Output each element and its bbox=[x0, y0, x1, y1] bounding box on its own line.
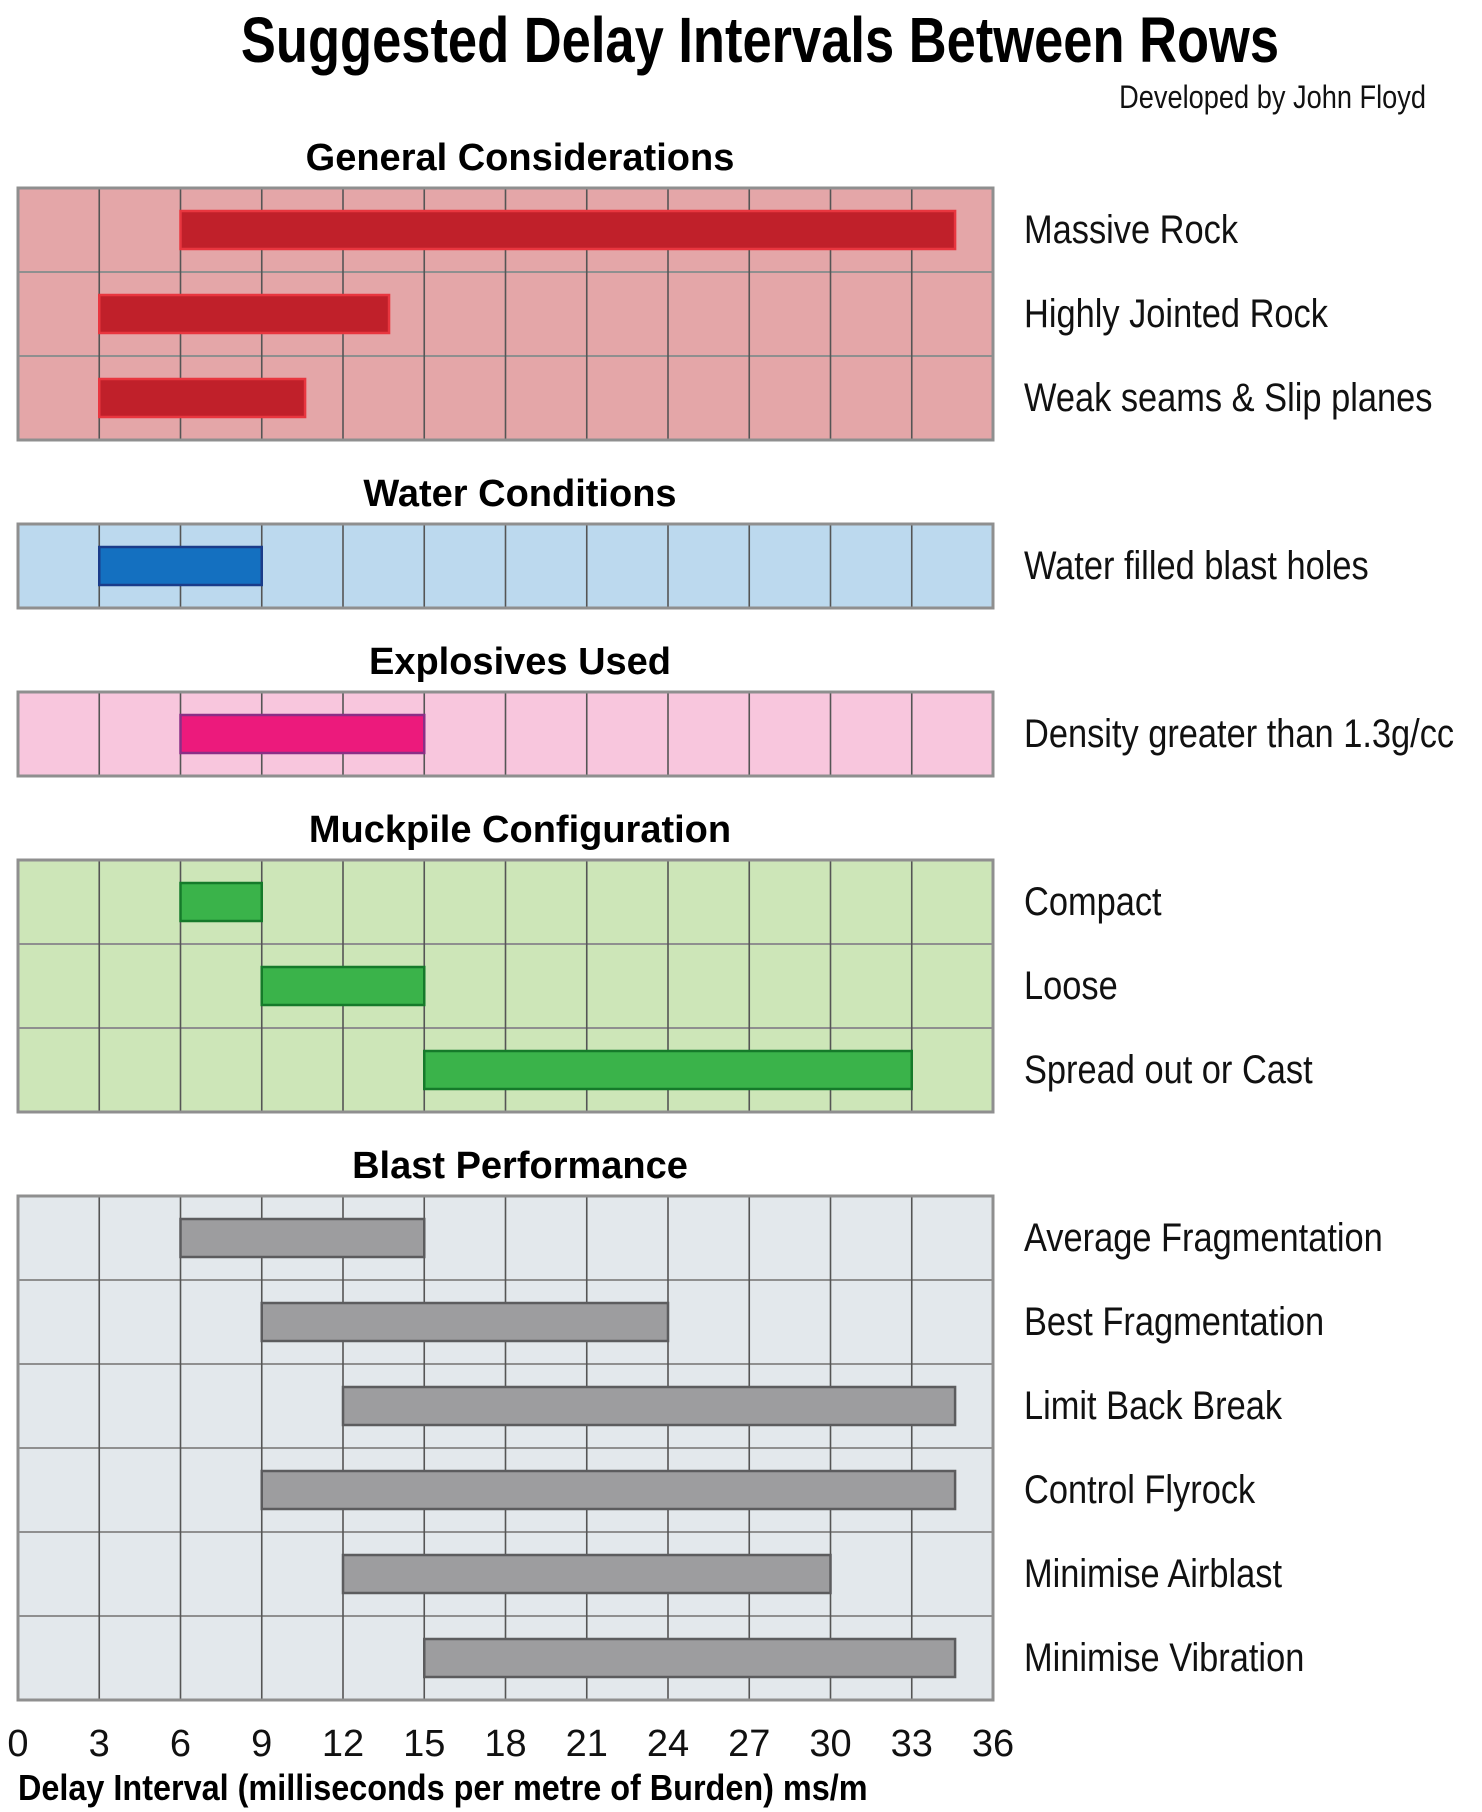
panel-2: Explosives Used Density greater than 1.3g… bbox=[16, 641, 1454, 778]
panel-title: Explosives Used bbox=[369, 641, 671, 683]
bar bbox=[260, 1301, 670, 1343]
x-tick-label: 0 bbox=[7, 1723, 28, 1765]
chart-title: Suggested Delay Intervals Between Rows bbox=[241, 5, 1279, 76]
x-tick-label: 36 bbox=[972, 1723, 1014, 1765]
row-label: Minimise Vibration bbox=[1024, 1635, 1304, 1680]
bar bbox=[341, 1385, 957, 1427]
row-label: Minimise Airblast bbox=[1024, 1551, 1283, 1596]
panel-1: Water Conditions Water filled blast holes bbox=[16, 473, 1369, 610]
bar bbox=[341, 1553, 832, 1595]
x-tick-label: 9 bbox=[251, 1723, 272, 1765]
x-axis-label: Delay Interval (milliseconds per metre o… bbox=[18, 1768, 868, 1808]
panel-0: General Considerations Massive Rock Highly… bbox=[16, 137, 1432, 442]
panel-title: Muckpile Configuration bbox=[309, 809, 731, 851]
chart-subtitle: Developed by John Floyd bbox=[1119, 80, 1426, 116]
x-tick-label: 3 bbox=[89, 1723, 110, 1765]
bar bbox=[179, 209, 957, 251]
panel-border bbox=[16, 186, 995, 442]
row-label: Average Fragmentation bbox=[1024, 1215, 1383, 1260]
panel-border bbox=[16, 858, 995, 1114]
x-tick-label: 6 bbox=[170, 1723, 191, 1765]
bar bbox=[98, 377, 307, 419]
bar bbox=[98, 293, 391, 335]
row-label: Compact bbox=[1024, 879, 1162, 924]
x-tick-label: 21 bbox=[566, 1723, 608, 1765]
x-tick-label: 27 bbox=[728, 1723, 770, 1765]
bar bbox=[423, 1049, 913, 1091]
panel-3: Muckpile Configuration Compact Loose Spread… bbox=[16, 809, 1313, 1114]
bar bbox=[179, 881, 263, 923]
bar bbox=[179, 1217, 426, 1259]
x-tick-label: 15 bbox=[403, 1723, 445, 1765]
panel-title: Blast Performance bbox=[352, 1145, 688, 1187]
panel-border bbox=[16, 522, 995, 610]
panel-border bbox=[16, 1194, 995, 1702]
x-axis: 0 3 6 9 12 15 18 21 24 27 30 33 36 bbox=[7, 1723, 1014, 1765]
x-tick-label: 33 bbox=[891, 1723, 933, 1765]
row-label: Density greater than 1.3g/cc bbox=[1024, 711, 1454, 756]
panel-title: General Considerations bbox=[306, 137, 735, 179]
panel-border bbox=[16, 690, 995, 778]
row-label: Water filled blast holes bbox=[1024, 543, 1369, 588]
row-label: Weak seams & Slip planes bbox=[1024, 375, 1432, 420]
row-label: Control Flyrock bbox=[1024, 1467, 1256, 1512]
row-label: Massive Rock bbox=[1024, 207, 1238, 252]
row-label: Spread out or Cast bbox=[1024, 1047, 1313, 1092]
bar bbox=[260, 1469, 957, 1511]
x-tick-label: 18 bbox=[484, 1723, 526, 1765]
x-tick-label: 12 bbox=[322, 1723, 364, 1765]
bar bbox=[260, 965, 426, 1007]
bar bbox=[179, 713, 426, 755]
row-label: Loose bbox=[1024, 963, 1118, 1008]
bar bbox=[98, 545, 263, 587]
panels: General Considerations Massive Rock Highly… bbox=[16, 137, 1454, 1702]
row-label: Best Fragmentation bbox=[1024, 1299, 1324, 1344]
row-label: Highly Jointed Rock bbox=[1024, 291, 1328, 336]
x-tick-label: 24 bbox=[647, 1723, 689, 1765]
row-label: Limit Back Break bbox=[1024, 1383, 1282, 1428]
bar bbox=[423, 1637, 957, 1679]
panel-4: Blast Performance Average Fragmentation Be… bbox=[16, 1145, 1383, 1702]
panel-title: Water Conditions bbox=[363, 473, 676, 515]
x-tick-label: 30 bbox=[809, 1723, 851, 1765]
